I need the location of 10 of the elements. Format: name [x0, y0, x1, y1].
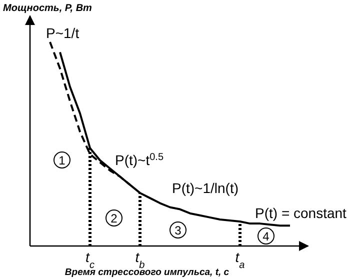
annotation: P(t)~t$^{0.5}$	[115, 152, 164, 168]
annotation: P(t)~1/ln(t)	[172, 180, 239, 196]
text: P~1/t	[46, 25, 80, 41]
annotation: 3	[174, 224, 182, 238]
annotation: 4	[262, 230, 270, 244]
x-tick-label: t$_{a}$	[235, 249, 246, 270]
annotation: 1	[58, 154, 66, 168]
annotation: 2	[110, 212, 118, 226]
y-axis-title: Мощность, P, Вт	[3, 3, 92, 14]
annotation: P(t) = constant	[255, 205, 347, 221]
